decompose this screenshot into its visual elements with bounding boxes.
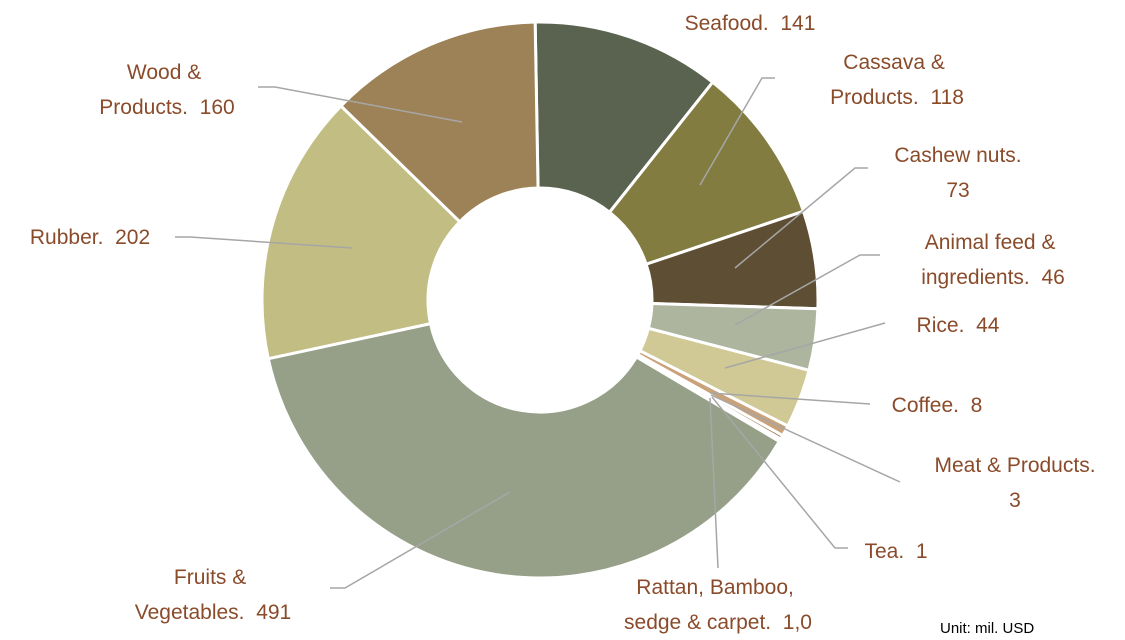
category-label: Rubber.: [29, 226, 104, 249]
leader-line: [724, 322, 886, 369]
data-label: Rice. 44: [917, 308, 1000, 343]
data-label: Rattan, Bamboo, sedge & carpet. 1,0: [624, 570, 812, 640]
data-label: Fruits & Vegetables. 491: [135, 560, 291, 630]
value-label: 160: [199, 96, 235, 119]
value-label: 1: [915, 540, 928, 563]
category-label: Rice.: [916, 314, 965, 337]
data-label: Cashew nuts. 73: [894, 138, 1021, 208]
value-label: 202: [115, 226, 151, 249]
category-label: Rattan, Bamboo, sedge & carpet.: [624, 576, 800, 634]
data-label: Rubber. 202: [30, 220, 150, 255]
donut-slice: [338, 20, 540, 224]
value-label: 3: [1009, 489, 1021, 512]
value-label: 73: [946, 179, 970, 202]
leader-line: [734, 254, 880, 326]
donut-slice: [266, 321, 782, 580]
data-label: Animal feed & ingredients. 46: [921, 225, 1065, 295]
leader-line: [710, 394, 901, 483]
data-label: Coffee. 8: [892, 388, 983, 423]
value-label: 118: [930, 86, 964, 109]
category-label: Tea.: [864, 540, 905, 563]
data-label: Seafood. 141: [685, 6, 816, 41]
leader-line: [175, 236, 353, 249]
category-label: Seafood.: [684, 12, 769, 35]
category-label: Cashew nuts.: [894, 144, 1022, 167]
unit-note: Unit: mil. USD: [940, 620, 1035, 637]
leader-line: [258, 86, 463, 123]
leader-line: [711, 396, 848, 549]
leader-line: [709, 397, 719, 569]
value-label: 44: [976, 314, 1000, 337]
leader-line: [709, 392, 871, 405]
value-label: 1,0: [782, 611, 812, 634]
data-label: Cassava & Products. 118: [830, 45, 964, 115]
data-label: Meat & Products. 3: [934, 448, 1095, 518]
value-label: 8: [970, 394, 983, 417]
category-label: Cassava & Products.: [830, 51, 951, 109]
data-label: Tea. 1: [864, 534, 927, 569]
category-label: Meat & Products.: [934, 454, 1096, 477]
category-label: Animal feed & ingredients.: [921, 231, 1062, 289]
donut-slice: [260, 103, 462, 361]
value-label: 491: [256, 601, 292, 624]
donut-slice: [533, 20, 715, 215]
leader-line: [699, 77, 775, 186]
data-label: Wood & Products. 160: [99, 55, 234, 125]
category-label: Coffee.: [891, 394, 959, 417]
category-label: Fruits & Vegetables.: [134, 566, 253, 624]
value-label: 46: [1041, 266, 1065, 289]
value-label: 141: [780, 12, 816, 35]
category-label: Wood & Products.: [99, 61, 208, 119]
leader-line: [330, 491, 511, 589]
leader-line: [734, 167, 868, 269]
